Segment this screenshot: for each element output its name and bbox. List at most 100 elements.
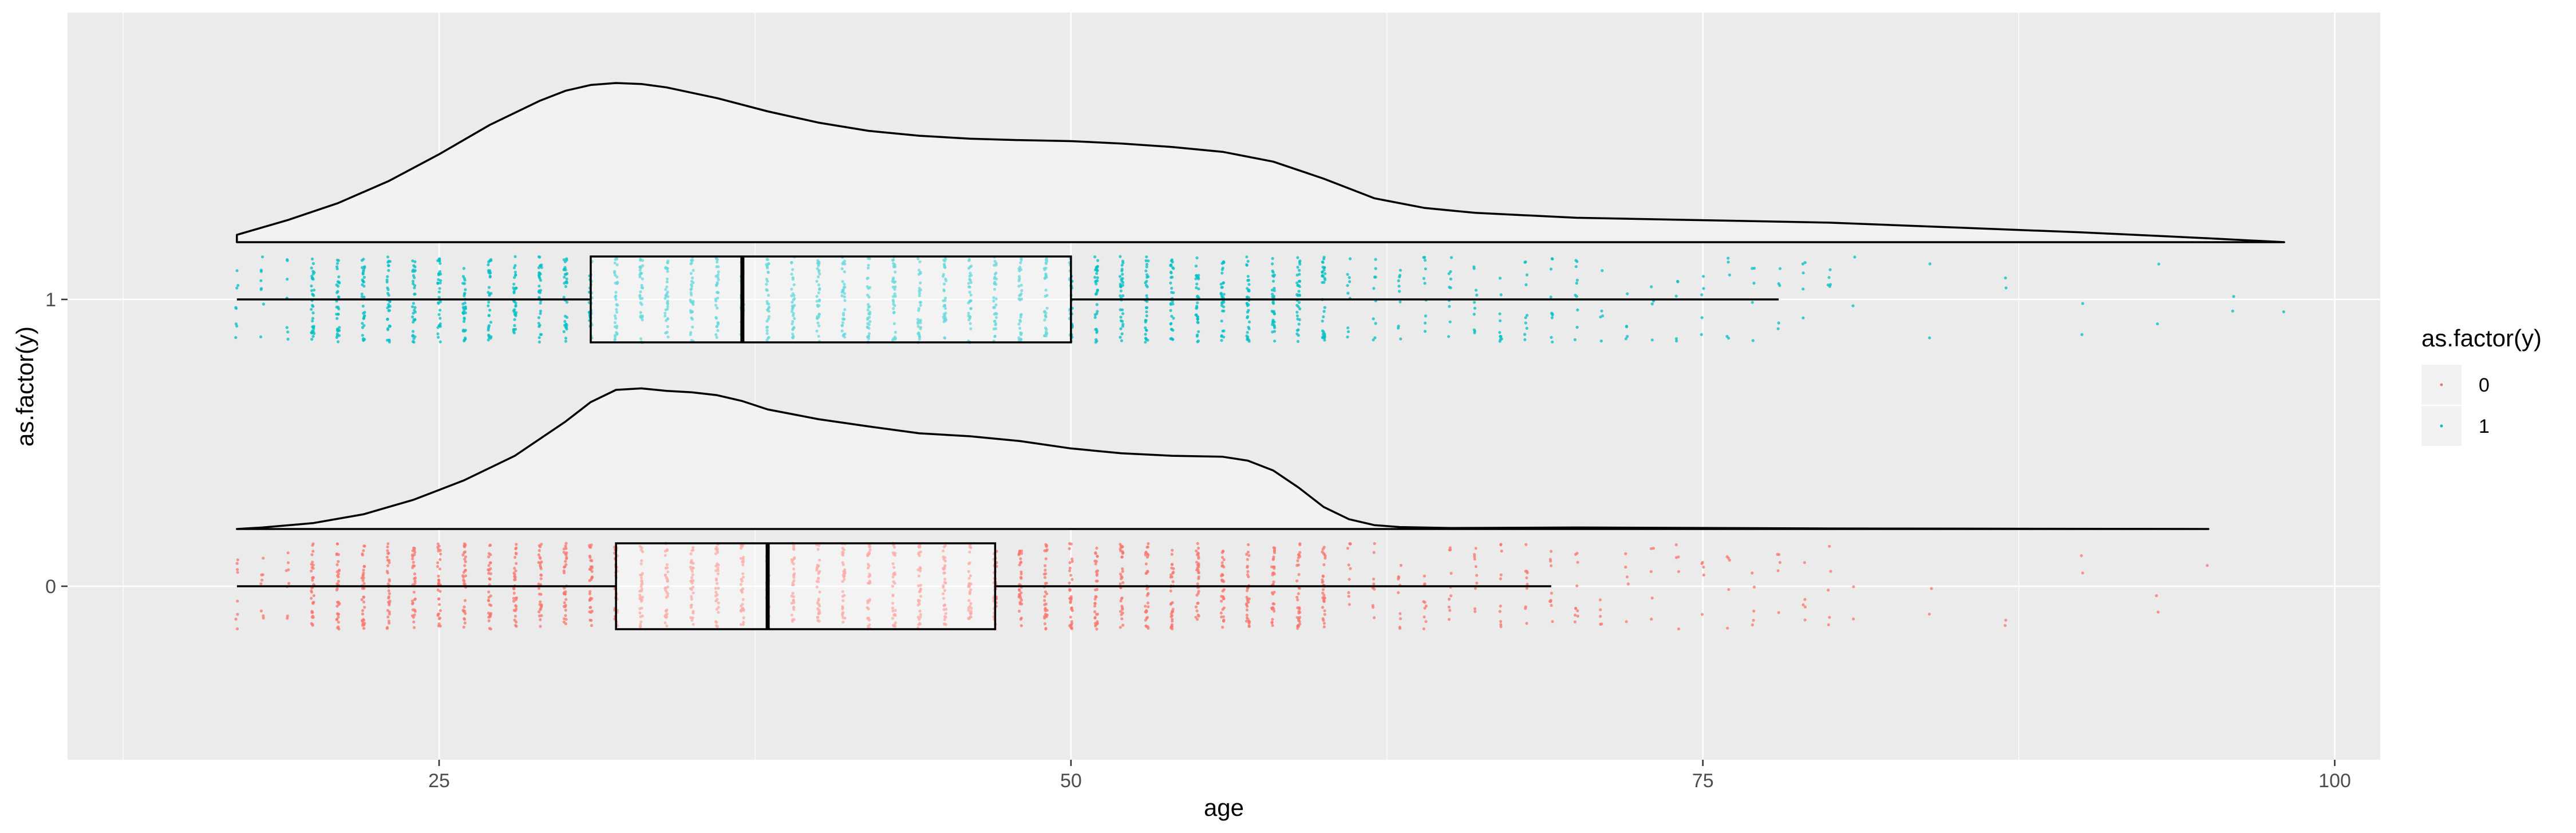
data-point xyxy=(513,300,516,303)
data-point xyxy=(841,614,844,617)
data-point xyxy=(919,613,922,617)
data-point xyxy=(312,325,315,328)
data-point xyxy=(1195,256,1199,260)
data-point xyxy=(943,559,947,563)
data-point xyxy=(464,555,468,559)
data-point xyxy=(310,611,314,614)
data-point xyxy=(1348,276,1351,279)
data-point xyxy=(714,283,718,287)
data-point xyxy=(1475,581,1479,585)
data-point xyxy=(1197,330,1200,333)
data-point xyxy=(337,340,340,344)
data-point xyxy=(1700,613,1704,616)
data-point xyxy=(916,603,920,607)
data-point xyxy=(235,562,239,565)
data-point xyxy=(513,614,517,618)
data-point xyxy=(1170,563,1174,566)
data-point xyxy=(311,311,315,315)
data-point xyxy=(1371,604,1374,607)
data-point xyxy=(1423,330,1427,333)
data-point xyxy=(539,289,543,292)
data-point xyxy=(590,624,593,627)
data-point xyxy=(1093,588,1097,591)
data-point xyxy=(337,625,340,629)
data-point xyxy=(665,294,668,298)
data-point xyxy=(867,618,871,622)
data-point xyxy=(1322,310,1326,313)
data-point xyxy=(1196,321,1199,324)
data-point xyxy=(236,568,239,571)
data-point xyxy=(1195,609,1199,613)
data-point xyxy=(411,334,414,338)
data-point xyxy=(1195,282,1199,286)
data-point xyxy=(1222,329,1226,333)
data-point xyxy=(641,259,644,262)
data-point xyxy=(410,305,414,309)
data-point xyxy=(411,279,415,283)
data-point xyxy=(437,547,440,551)
data-point xyxy=(1018,563,1021,567)
data-point xyxy=(1296,598,1299,602)
data-point xyxy=(285,326,289,329)
data-point xyxy=(386,564,390,567)
data-point xyxy=(437,574,440,578)
data-point xyxy=(1472,328,1476,331)
data-point xyxy=(462,267,466,270)
data-point xyxy=(1170,263,1173,267)
data-point xyxy=(1298,318,1301,322)
data-point xyxy=(1245,263,1249,267)
data-point xyxy=(1624,552,1627,555)
data-point xyxy=(539,301,542,305)
data-point xyxy=(388,305,392,308)
data-point xyxy=(1220,319,1223,323)
data-point xyxy=(1726,626,1729,630)
data-point xyxy=(1271,256,1274,260)
data-point xyxy=(1121,319,1124,323)
data-point xyxy=(1121,312,1125,315)
data-point xyxy=(638,594,642,597)
data-point xyxy=(663,311,667,315)
data-point xyxy=(1397,326,1400,330)
data-point xyxy=(615,275,619,279)
data-point xyxy=(1170,258,1174,262)
data-point xyxy=(310,284,313,288)
data-point xyxy=(361,619,364,623)
data-point xyxy=(488,615,492,618)
data-point xyxy=(1121,611,1124,615)
data-point xyxy=(1145,306,1149,310)
data-point xyxy=(1828,615,1831,619)
data-point xyxy=(538,603,542,606)
data-point xyxy=(1475,293,1479,297)
data-point xyxy=(1600,309,1603,313)
data-point xyxy=(867,607,870,611)
data-point xyxy=(386,542,390,546)
data-point xyxy=(437,290,441,294)
data-point xyxy=(792,607,796,611)
data-point xyxy=(1524,316,1527,319)
data-point xyxy=(689,603,693,607)
data-point xyxy=(488,627,491,630)
data-point xyxy=(2231,309,2234,313)
data-point xyxy=(817,571,821,574)
data-point xyxy=(514,551,517,555)
data-point xyxy=(487,328,490,332)
data-point xyxy=(1042,573,1046,576)
data-point xyxy=(666,335,670,339)
data-point xyxy=(1752,609,1756,613)
data-point xyxy=(1247,543,1250,547)
data-point xyxy=(967,599,971,602)
data-point xyxy=(1626,582,1630,586)
data-point xyxy=(1018,593,1021,597)
data-point xyxy=(918,566,922,569)
data-point xyxy=(260,578,264,582)
data-point xyxy=(1295,303,1299,307)
data-point xyxy=(1222,558,1226,562)
data-point xyxy=(942,549,945,552)
data-point xyxy=(1093,315,1097,319)
data-point xyxy=(337,575,340,579)
data-point xyxy=(463,551,466,555)
data-point xyxy=(590,570,594,573)
data-point xyxy=(337,313,340,316)
data-point xyxy=(1297,556,1300,559)
data-point xyxy=(891,602,895,605)
